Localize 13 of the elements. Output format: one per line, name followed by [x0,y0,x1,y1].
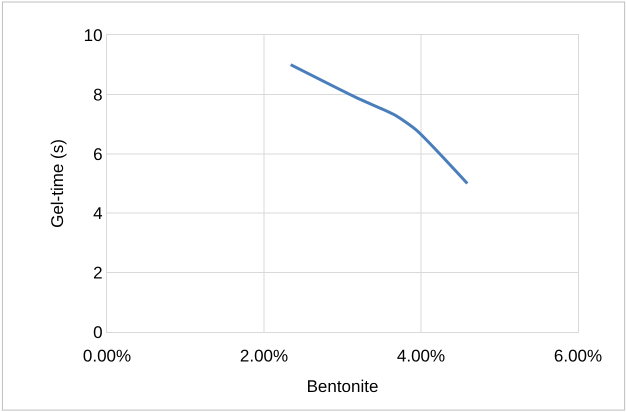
x-tick-label: 4.00% [396,346,446,366]
y-tick-label: 0 [93,322,103,342]
x-axis-title: Bentonite [306,376,378,396]
y-tick-label: 4 [93,204,103,224]
line-series [289,63,469,185]
x-tick-label: 2.00% [240,346,288,366]
y-axis-title: Gel-time (s) [48,139,68,228]
y-tick-label: 6 [93,144,103,164]
x-tick-label: 0.00% [82,346,132,366]
x-tick-label: 6.00% [554,346,602,366]
y-tick-label: 2 [93,264,103,283]
y-tick-label: 10 [84,26,103,45]
y-tick-label: 8 [93,85,103,104]
